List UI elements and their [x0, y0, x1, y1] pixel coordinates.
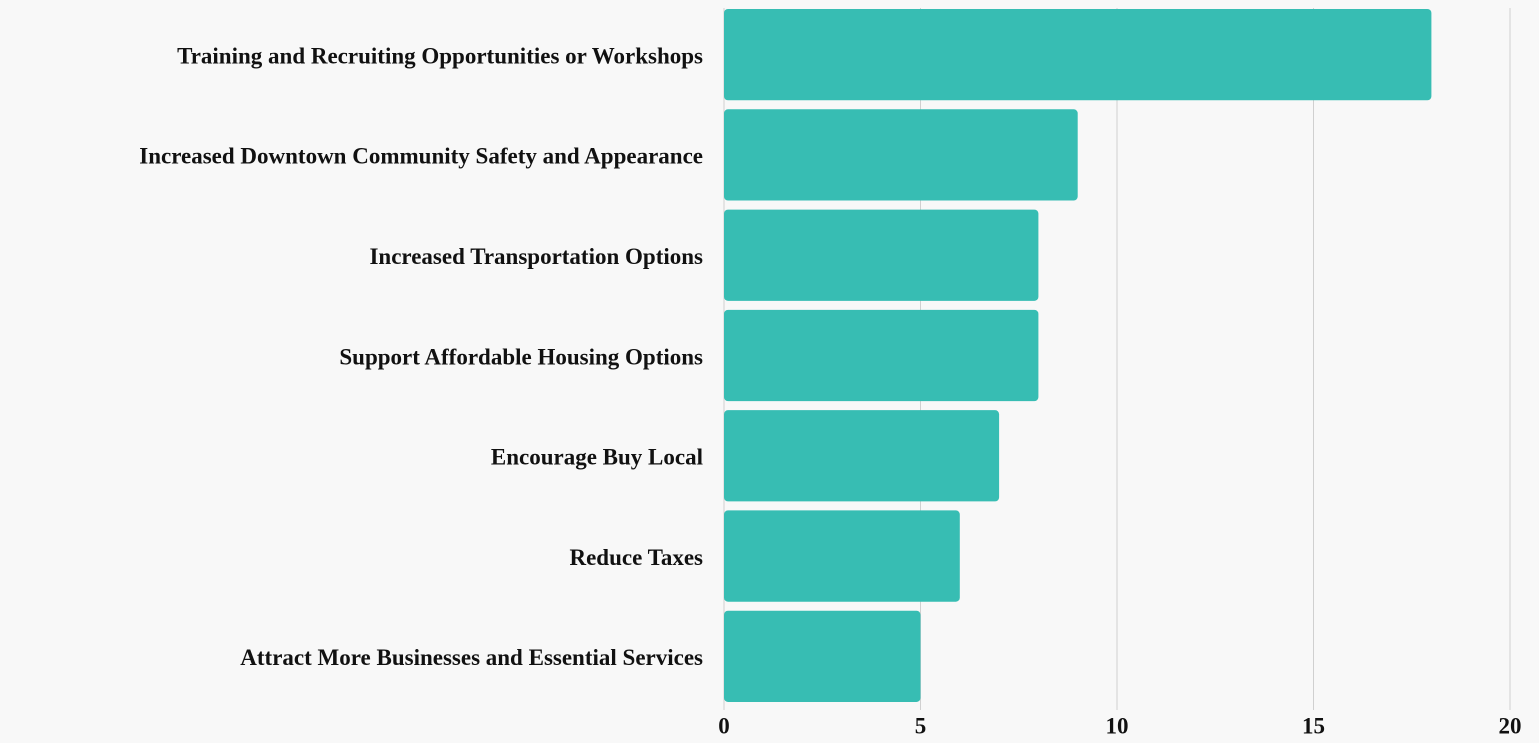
- category-label: Support Affordable Housing Options: [339, 344, 703, 369]
- category-label: Reduce Taxes: [569, 545, 703, 570]
- bar: [724, 610, 921, 702]
- category-label: Encourage Buy Local: [491, 445, 703, 470]
- category-label: Increased Downtown Community Safety and …: [139, 144, 703, 169]
- category-label: Training and Recruiting Opportunities or…: [177, 43, 703, 68]
- x-tick-label: 15: [1302, 713, 1325, 738]
- bar: [724, 9, 1432, 101]
- bar: [724, 109, 1078, 201]
- x-tick-label: 5: [915, 713, 927, 738]
- x-tick-label: 20: [1499, 713, 1522, 738]
- category-label: Attract More Businesses and Essential Se…: [240, 645, 703, 670]
- bar: [724, 209, 1039, 301]
- x-tick-label: 0: [718, 713, 730, 738]
- bar: [724, 309, 1039, 402]
- bar: [724, 510, 960, 602]
- bar: [724, 410, 1000, 502]
- category-label: Increased Transportation Options: [369, 244, 703, 269]
- x-tick-label: 10: [1106, 713, 1129, 738]
